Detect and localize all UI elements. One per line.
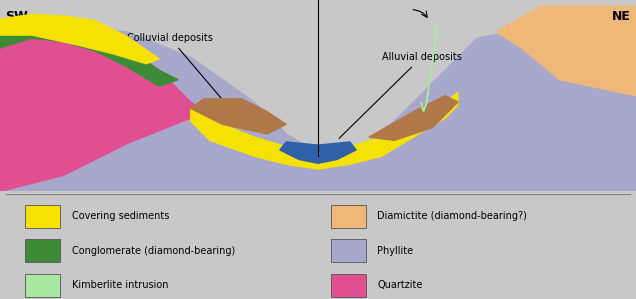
Bar bbox=[25, 239, 60, 263]
Polygon shape bbox=[191, 99, 286, 134]
Polygon shape bbox=[0, 19, 636, 191]
Bar bbox=[331, 239, 366, 263]
Text: Alluvial deposits: Alluvial deposits bbox=[339, 52, 462, 138]
Text: Covering sediments: Covering sediments bbox=[72, 211, 169, 221]
Polygon shape bbox=[191, 92, 458, 169]
Polygon shape bbox=[280, 142, 356, 163]
Text: NE: NE bbox=[612, 10, 631, 22]
Text: Diamictite (diamond-bearing?): Diamictite (diamond-bearing?) bbox=[377, 211, 527, 221]
Text: Conglomerate (diamond-bearing): Conglomerate (diamond-bearing) bbox=[72, 246, 235, 256]
Text: SW: SW bbox=[5, 10, 28, 22]
Bar bbox=[25, 205, 60, 228]
Bar bbox=[25, 274, 60, 297]
Polygon shape bbox=[0, 14, 159, 64]
Polygon shape bbox=[369, 96, 458, 140]
Text: Quartzite: Quartzite bbox=[377, 280, 422, 290]
Polygon shape bbox=[0, 25, 204, 191]
Polygon shape bbox=[0, 25, 178, 86]
Bar bbox=[331, 274, 366, 297]
Polygon shape bbox=[421, 25, 438, 112]
Bar bbox=[331, 205, 366, 228]
Text: Kimberlite intrusion: Kimberlite intrusion bbox=[72, 280, 169, 290]
Polygon shape bbox=[496, 6, 636, 96]
Text: Phyllite: Phyllite bbox=[377, 246, 413, 256]
Text: Colluvial deposits: Colluvial deposits bbox=[127, 33, 233, 113]
